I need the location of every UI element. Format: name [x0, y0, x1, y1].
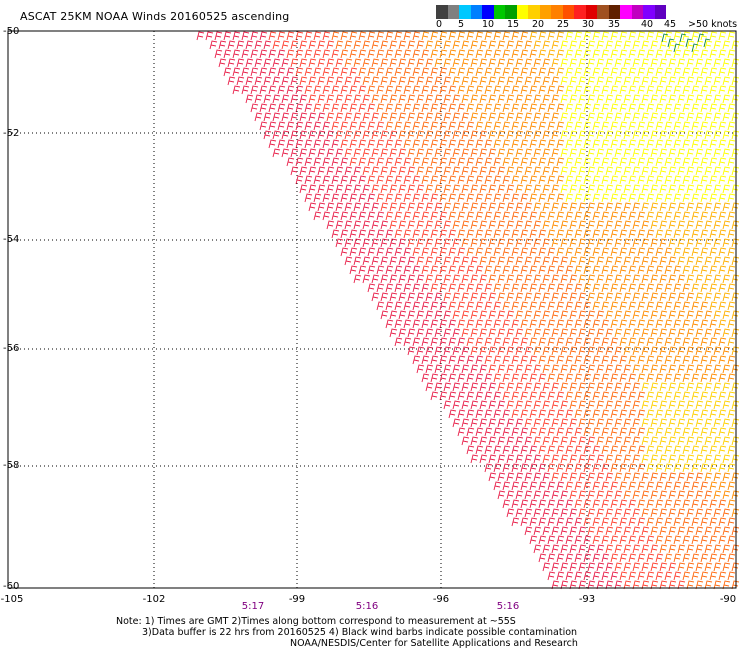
colorbar-label-20: 20: [532, 19, 545, 30]
colorbar-segment: [597, 5, 609, 19]
colorbar-segment: [562, 5, 574, 19]
colorbar-label-0: 0: [436, 19, 443, 30]
note-line-1: Note: 1) Times are GMT 2)Times along bot…: [116, 616, 516, 627]
colorbar-segment: [654, 5, 666, 19]
wind-barb-green: [679, 33, 687, 43]
time-label-1: 5:17: [241, 601, 265, 612]
colorbar-label-30: 30: [582, 19, 595, 30]
lat-lon-grid: [8, 31, 736, 588]
time-label-2: 5:16: [355, 601, 379, 612]
wind-barb-group: [529, 31, 740, 356]
lon-label-93: -93: [578, 594, 596, 605]
wind-barb-group: [331, 31, 740, 590]
lon-label-96: -96: [432, 594, 450, 605]
wind-barb-green: [697, 33, 705, 43]
time-label-3: 5:16: [496, 601, 520, 612]
colorbar-segment: [436, 5, 448, 19]
colorbar-label-10: 10: [482, 19, 495, 30]
colorbar-labels: 0 5 10 15 20 25 30 35 40 45 >50 knots: [436, 19, 740, 31]
colorbar-label-25: 25: [557, 19, 570, 30]
colorbar-segment: [516, 5, 528, 19]
wind-barb-green: [703, 38, 711, 48]
colorbar-label-5: 5: [458, 19, 465, 30]
lat-label-56: -56: [3, 343, 20, 354]
wind-barb-group: [560, 31, 740, 203]
colorbar-label-35: 35: [608, 19, 621, 30]
wind-barb-group: [268, 31, 686, 590]
note-line-3: NOAA/NESDIS/Center for Satellite Applica…: [290, 638, 578, 649]
colorbar-segment: [585, 5, 597, 19]
wind-barb-group: [196, 31, 623, 590]
colorbar-segment: [574, 5, 586, 19]
lat-label-52: -52: [3, 128, 20, 139]
wind-speed-colorbar: [436, 5, 666, 19]
lon-label-99: -99: [288, 594, 306, 605]
lat-label-54: -54: [3, 234, 20, 245]
colorbar-segment: [493, 5, 505, 19]
wind-barb-group: [641, 382, 740, 473]
lon-label-105: -105: [0, 594, 24, 605]
map-frame: [7, 30, 737, 589]
colorbar-segment: [551, 5, 563, 19]
colorbar-segment: [608, 5, 620, 19]
wind-barb-green: [667, 38, 675, 48]
colorbar-segment: [643, 5, 655, 19]
lon-label-102: -102: [142, 594, 166, 605]
wind-barb-green: [673, 43, 681, 53]
wind-barb-green: [691, 43, 699, 53]
colorbar-segment: [470, 5, 482, 19]
wind-barb-green: [685, 38, 693, 48]
wind-barb-green: [661, 33, 669, 43]
colorbar-segment: [482, 5, 494, 19]
colorbar-segment: [631, 5, 643, 19]
note-line-2: 3)Data buffer is 22 hrs from 20160525 4)…: [142, 627, 578, 638]
colorbar-segment: [459, 5, 471, 19]
colorbar-segment: [528, 5, 540, 19]
map-title: ASCAT 25KM NOAA Winds 20160525 ascending: [20, 10, 290, 23]
wind-barbs: [196, 31, 740, 590]
colorbar-segment: [620, 5, 632, 19]
colorbar-segment: [447, 5, 459, 19]
colorbar-label-40: 40: [641, 19, 654, 30]
lat-label-60: -60: [3, 581, 20, 592]
colorbar-label-15: 15: [507, 19, 520, 30]
colorbar-label-50: >50 knots: [688, 19, 738, 30]
wind-barb-group: [421, 31, 740, 518]
colorbar-segment: [539, 5, 551, 19]
lon-label-90: -90: [719, 594, 737, 605]
colorbar-segment: [505, 5, 517, 19]
colorbar-label-45: 45: [664, 19, 677, 30]
lat-label-50: -50: [3, 26, 20, 37]
lat-label-58: -58: [3, 460, 20, 471]
